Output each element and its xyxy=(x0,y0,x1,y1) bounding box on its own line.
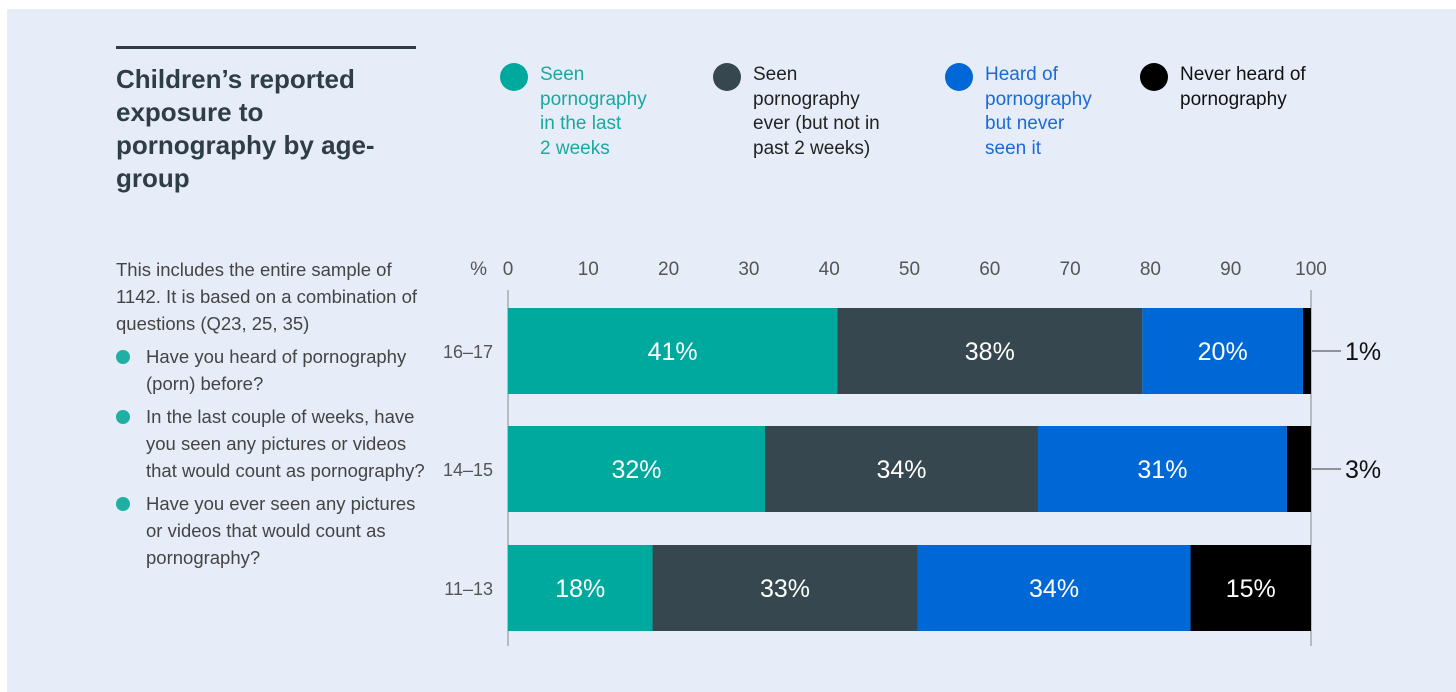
legend-item: Heard of pornography but never seen it xyxy=(945,63,1092,161)
question-text: Have you heard of pornography (porn) bef… xyxy=(146,346,407,394)
legend-label: Seen pornography ever (but not in past 2… xyxy=(753,64,880,159)
data-label: 18% xyxy=(555,575,605,603)
data-label: 34% xyxy=(1029,575,1079,603)
bar-segment xyxy=(508,545,653,631)
bullet-icon xyxy=(116,350,130,364)
data-label: 1% xyxy=(1345,338,1381,366)
category-label: 16–17 xyxy=(443,342,493,362)
legend-swatch-icon xyxy=(1140,63,1168,91)
bar-segment xyxy=(1190,545,1311,631)
legend-label: Seen pornography in the last 2 weeks xyxy=(540,64,647,159)
category-label: 14–15 xyxy=(443,460,493,480)
data-label: 31% xyxy=(1137,456,1187,484)
x-tick-label: 20 xyxy=(658,259,679,280)
title-rule xyxy=(116,46,416,49)
x-tick-label: 50 xyxy=(899,259,920,280)
bar-segment xyxy=(764,426,1038,512)
question-item: Have you heard of pornography (porn) bef… xyxy=(116,343,426,397)
bar-segment xyxy=(652,545,918,631)
bar-segment xyxy=(1142,308,1303,394)
x-tick-label: 80 xyxy=(1140,259,1161,280)
x-tick-label: 90 xyxy=(1220,259,1241,280)
x-tick-label: 10 xyxy=(578,259,599,280)
question-item: In the last couple of weeks, have you se… xyxy=(116,403,426,484)
x-tick-label: 40 xyxy=(819,259,840,280)
question-text: Have you ever seen any pictures or video… xyxy=(146,493,416,568)
legend-swatch-icon xyxy=(945,63,973,91)
data-label: 20% xyxy=(1198,338,1248,366)
description-block: This includes the entire sample of 1142.… xyxy=(116,256,426,571)
bar-segment xyxy=(1037,426,1287,512)
bullet-icon xyxy=(116,497,130,511)
legend-swatch-icon xyxy=(713,63,741,91)
x-tick-label: 70 xyxy=(1060,259,1081,280)
chart-title: Children’s reported exposure to pornogra… xyxy=(116,64,375,193)
question-text: In the last couple of weeks, have you se… xyxy=(146,406,425,481)
x-tick-label: 0 xyxy=(503,259,514,280)
data-label: 32% xyxy=(611,456,661,484)
x-tick-label: 60 xyxy=(979,259,1000,280)
category-label: 11–13 xyxy=(444,579,493,599)
data-label: 38% xyxy=(965,338,1015,366)
data-label: 34% xyxy=(876,456,926,484)
legend-item: Seen pornography ever (but not in past 2… xyxy=(713,63,880,161)
legend-label: Heard of pornography but never seen it xyxy=(985,64,1092,159)
bullet-icon xyxy=(116,410,130,424)
question-item: Have you ever seen any pictures or video… xyxy=(116,490,426,571)
bar-segment xyxy=(1286,426,1311,512)
data-label: 33% xyxy=(760,575,810,603)
bar-segment xyxy=(837,308,1143,394)
bar-segment xyxy=(508,426,765,512)
legend-swatch-icon xyxy=(500,63,528,91)
data-label: 15% xyxy=(1226,575,1276,603)
legend-label: Never heard of pornography xyxy=(1180,64,1306,110)
bar-segment xyxy=(917,545,1191,631)
data-label: 41% xyxy=(648,338,698,366)
bar-segment xyxy=(508,308,838,394)
bar-segment xyxy=(1302,308,1311,394)
data-label: 3% xyxy=(1345,456,1381,484)
x-axis-label: % xyxy=(470,259,487,280)
x-tick-label: 30 xyxy=(738,259,759,280)
legend-item: Seen pornography in the last 2 weeks xyxy=(500,63,647,161)
sample-description: This includes the entire sample of 1142.… xyxy=(116,259,417,334)
legend-item: Never heard of pornography xyxy=(1140,63,1306,112)
x-tick-label: 100 xyxy=(1295,259,1327,280)
